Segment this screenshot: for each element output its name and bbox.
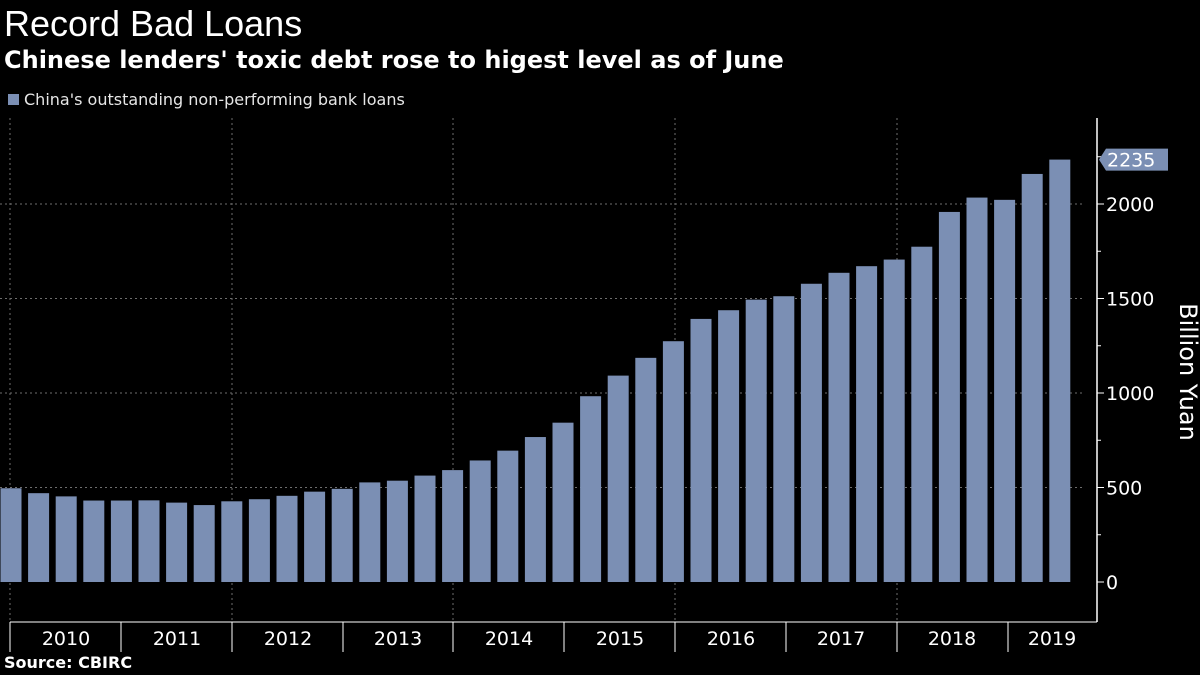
bar <box>911 246 933 583</box>
y-tick-label: 1500 <box>1106 289 1154 311</box>
y-tick-label: 1000 <box>1106 383 1154 405</box>
bar <box>745 299 767 582</box>
x-tick-label: 2019 <box>1028 628 1076 650</box>
y-tick-label: 500 <box>1106 478 1142 500</box>
bar <box>662 341 684 582</box>
bar <box>883 259 905 582</box>
x-tick-label: 2014 <box>485 628 533 650</box>
bar <box>386 480 408 582</box>
bar <box>28 493 50 582</box>
bar <box>718 310 740 582</box>
bar <box>359 482 381 582</box>
bar <box>110 500 132 582</box>
bar <box>773 296 795 582</box>
legend: China's outstanding non-performing bank … <box>8 90 405 109</box>
bar <box>276 495 298 582</box>
bar <box>221 501 243 582</box>
bar <box>497 450 519 582</box>
y-tick-label: 2000 <box>1106 194 1154 216</box>
bar <box>442 470 464 582</box>
legend-swatch <box>8 94 19 105</box>
bar <box>607 375 629 582</box>
chart-title: Record Bad Loans <box>4 3 303 44</box>
last-value-callout <box>1099 148 1168 171</box>
last-value-label: 2235 <box>1107 150 1155 172</box>
legend-label: China's outstanding non-performing bank … <box>24 90 405 109</box>
bar <box>1021 173 1043 582</box>
source-note: Source: CBIRC <box>4 653 133 672</box>
bar <box>331 488 353 582</box>
bar <box>55 496 77 582</box>
x-tick-label: 2018 <box>928 628 976 650</box>
bar <box>248 499 270 582</box>
bar <box>800 283 822 582</box>
bar <box>83 500 105 582</box>
bar <box>690 318 712 582</box>
bar <box>994 199 1016 583</box>
bar <box>166 502 188 582</box>
bar <box>469 460 491 582</box>
bar <box>938 211 960 583</box>
y-tick-label: 0 <box>1106 572 1118 594</box>
bar <box>828 272 850 582</box>
bar <box>966 197 988 582</box>
x-tick-label: 2012 <box>264 628 312 650</box>
bar <box>552 422 574 582</box>
bar <box>0 488 22 582</box>
bar <box>856 266 878 582</box>
bar <box>193 505 215 582</box>
x-tick-label: 2010 <box>42 628 90 650</box>
y-axis-title: Billion Yuan <box>1174 303 1200 441</box>
bar <box>414 475 436 582</box>
bar <box>635 357 657 582</box>
bar <box>524 437 546 582</box>
x-tick-label: 2013 <box>374 628 422 650</box>
x-tick-label: 2016 <box>707 628 755 650</box>
bar <box>580 396 602 582</box>
bar <box>138 500 160 582</box>
x-tick-label: 2017 <box>817 628 865 650</box>
bar <box>1049 159 1071 582</box>
x-tick-label: 2011 <box>153 628 201 650</box>
chart-subtitle: Chinese lenders' toxic debt rose to hige… <box>4 46 784 74</box>
bar <box>304 491 326 582</box>
x-tick-label: 2015 <box>596 628 644 650</box>
